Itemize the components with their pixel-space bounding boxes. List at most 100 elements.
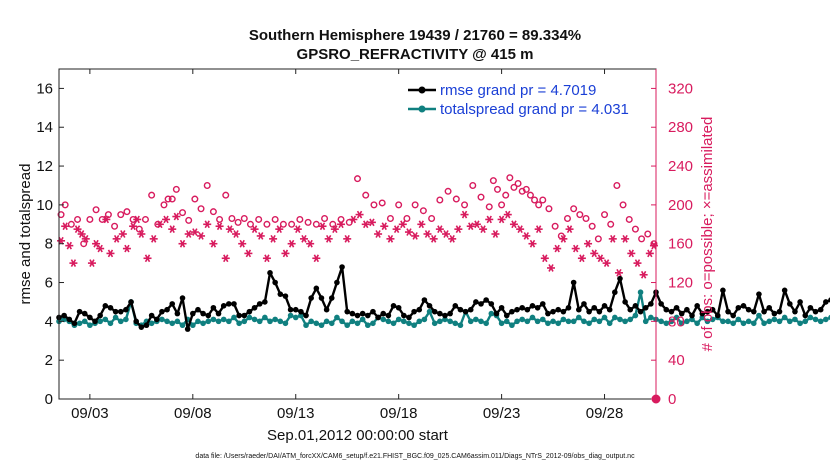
rmse-point bbox=[313, 285, 320, 292]
rmse-point bbox=[117, 308, 124, 315]
totalspread-point bbox=[236, 320, 242, 327]
obs-possible-marker bbox=[576, 211, 584, 219]
totalspread-point bbox=[668, 318, 675, 325]
rmse-point bbox=[648, 301, 654, 307]
obs-possible-marker bbox=[160, 201, 168, 209]
obs-assimilated-stroke bbox=[192, 228, 198, 236]
obs-assimilated-stroke bbox=[566, 225, 573, 234]
obs-possible-marker bbox=[498, 201, 506, 209]
legend-swatch-marker bbox=[418, 105, 426, 113]
obs-possible-marker bbox=[135, 225, 143, 233]
left-tick-label: 12 bbox=[36, 158, 53, 175]
rmse-point bbox=[215, 310, 222, 317]
left-tick-label: 0 bbox=[45, 391, 53, 408]
left-tick-label: 4 bbox=[45, 313, 53, 330]
left-tick-label: 10 bbox=[36, 197, 53, 214]
obs-possible-marker bbox=[104, 211, 112, 219]
obs-assimilated-marker bbox=[129, 222, 138, 231]
obs-assimilated-marker bbox=[269, 234, 278, 243]
totalspread-point bbox=[246, 314, 253, 321]
obs-assimilated-marker bbox=[118, 230, 127, 238]
rmse-point bbox=[596, 308, 603, 315]
obs-assimilated-stroke bbox=[245, 249, 252, 258]
totalspread-point bbox=[792, 316, 798, 323]
rmse-point bbox=[401, 312, 407, 319]
obs-possible-marker bbox=[461, 201, 469, 209]
totalspread-point bbox=[431, 320, 438, 327]
rmse-point bbox=[689, 312, 695, 319]
obs-assimilated-stroke bbox=[233, 230, 239, 238]
obs-assimilated-marker bbox=[250, 225, 259, 234]
rmse-point bbox=[303, 312, 309, 319]
left-tick-label: 2 bbox=[45, 352, 53, 369]
totalspread-point bbox=[503, 318, 510, 325]
totalspread-point bbox=[720, 318, 726, 325]
obs-assimilated-stroke bbox=[437, 225, 443, 234]
rmse-point bbox=[81, 310, 88, 317]
totalspread-point bbox=[303, 322, 309, 329]
obs-possible-marker bbox=[607, 220, 615, 228]
obs-possible-marker bbox=[428, 214, 436, 222]
obs-assimilated-marker bbox=[215, 222, 224, 231]
obs-possible-marker bbox=[154, 220, 162, 228]
totalspread-point bbox=[267, 318, 273, 325]
totalspread-point bbox=[673, 314, 680, 321]
rmse-point bbox=[462, 308, 469, 315]
obs-assimilated-stroke bbox=[74, 225, 81, 234]
left-tick-label: 6 bbox=[45, 275, 53, 292]
obs-possible-marker bbox=[67, 220, 75, 228]
obs-assimilated-marker bbox=[256, 232, 265, 240]
totalspread-point bbox=[123, 316, 129, 323]
obs-assimilated-marker bbox=[509, 220, 518, 229]
totalspread-point bbox=[576, 314, 582, 321]
obs-assimilated-stroke bbox=[295, 225, 301, 234]
rmse-point bbox=[452, 303, 459, 309]
totalspread-point bbox=[725, 318, 731, 325]
rmse-point bbox=[797, 299, 803, 305]
totalspread-point bbox=[807, 314, 814, 321]
obs-assimilated-stroke bbox=[406, 228, 412, 236]
legend-swatch-marker bbox=[418, 86, 426, 94]
data-file-note: data file: /Users/raeder/DAI/ATM_forcXX/… bbox=[195, 453, 635, 460]
rmse-point bbox=[550, 308, 556, 315]
obs-assimilated-marker bbox=[190, 228, 199, 236]
rmse-point bbox=[473, 299, 479, 305]
obs-assimilated-marker bbox=[472, 220, 481, 229]
rmse-point bbox=[344, 308, 351, 315]
left-tick-label: 8 bbox=[45, 236, 53, 253]
obs-assimilated-marker bbox=[69, 259, 78, 267]
right-tick-label: 0 bbox=[668, 391, 676, 408]
totalspread-point bbox=[359, 316, 366, 323]
obs-assimilated-stroke bbox=[393, 225, 400, 234]
obs-possible-marker bbox=[469, 181, 477, 189]
totalspread-point bbox=[251, 316, 258, 323]
rmse-point bbox=[256, 301, 263, 307]
obs-assimilated-marker bbox=[299, 234, 308, 243]
totalspread-point bbox=[534, 318, 541, 325]
obs-possible-marker bbox=[111, 222, 119, 230]
totalspread-point bbox=[617, 316, 623, 323]
totalspread-point bbox=[437, 318, 443, 325]
rmse-point bbox=[143, 322, 150, 329]
totalspread-point bbox=[591, 316, 598, 323]
obs-assimilated-marker bbox=[275, 225, 284, 234]
obs-possible-marker bbox=[288, 220, 296, 228]
rmse-point bbox=[560, 308, 567, 315]
obs-assimilated-stroke bbox=[523, 232, 529, 240]
totalspread-point bbox=[179, 322, 186, 329]
rmse-point bbox=[673, 304, 680, 311]
totalspread-point bbox=[112, 314, 119, 321]
obs-possible-marker bbox=[436, 196, 444, 204]
obs-assimilated-stroke bbox=[455, 225, 462, 234]
obs-possible-marker bbox=[444, 187, 452, 195]
totalspread-point bbox=[390, 320, 397, 327]
obs-possible-marker bbox=[477, 193, 485, 201]
rmse-point bbox=[102, 303, 109, 309]
totalspread-point bbox=[601, 314, 608, 321]
obs-possible-marker bbox=[172, 185, 180, 193]
rmse-point bbox=[112, 308, 119, 315]
obs-assimilated-marker bbox=[324, 234, 333, 243]
totalspread-point bbox=[704, 318, 711, 325]
obs-possible-marker bbox=[179, 209, 187, 217]
totalspread-point bbox=[292, 314, 299, 321]
